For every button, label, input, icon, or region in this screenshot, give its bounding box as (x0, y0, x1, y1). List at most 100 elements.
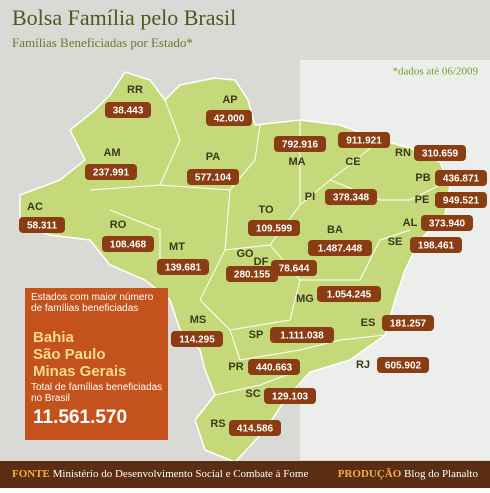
credit: Blog do Planalto (404, 468, 478, 480)
state-abbr: AC (27, 201, 43, 213)
state-abbr: BA (327, 224, 343, 236)
state-value: 373.940 (429, 219, 466, 230)
value-badge (271, 260, 317, 276)
value-badge (105, 102, 151, 118)
state-abbr: PR (228, 361, 243, 373)
state-value: 1.111.038 (280, 331, 324, 342)
state-abbr: RJ (356, 359, 370, 371)
state-value: 109.599 (256, 224, 293, 235)
state-value: 792.916 (282, 140, 319, 151)
footer (0, 461, 490, 488)
top-state: Minas Gerais (33, 363, 126, 380)
value-badge (410, 237, 462, 253)
state-value: 605.902 (385, 361, 422, 372)
value-badge (435, 192, 487, 208)
state-abbr: ES (361, 317, 376, 329)
footer-credit: PRODUÇÃO Blog do Planalto (338, 468, 479, 480)
state-abbr: SE (388, 236, 403, 248)
state-abbr: PA (206, 151, 221, 163)
state-value: 414.586 (237, 424, 274, 435)
state-abbr: PI (305, 191, 315, 203)
value-badge (157, 259, 209, 275)
state-abbr: MS (190, 314, 207, 326)
subtitle: Famílias Beneficiadas por Estado* (12, 35, 193, 50)
source: Ministério do Desenvolvimento Social e C… (53, 468, 309, 480)
state-abbr: PB (415, 172, 430, 184)
total-label: Total de famílias beneficiadas no Brasil (31, 382, 163, 404)
state-abbr: PE (415, 194, 430, 206)
top-state: São Paulo (33, 346, 106, 363)
state-value: 949.521 (443, 196, 480, 207)
state-value: 378.348 (333, 193, 370, 204)
state-abbr: GO (236, 248, 254, 260)
state-value: 78.644 (279, 264, 310, 275)
credit-label: PRODUÇÃO (338, 468, 402, 480)
value-badge (206, 110, 252, 126)
value-badge (229, 420, 281, 436)
state-borders (89, 99, 441, 396)
top-state: Bahia (33, 329, 75, 346)
state-labels: RR 38.443 AP 42.000 AM 237.991 PA 577.104 MA 792.… (19, 84, 487, 436)
state-value: 310.659 (422, 149, 459, 160)
state-abbr: TO (258, 204, 274, 216)
summary-box (25, 288, 168, 440)
state-abbr: MT (169, 241, 185, 253)
value-badge (19, 217, 65, 233)
value-badge (226, 266, 278, 282)
state-value: 198.461 (418, 241, 455, 252)
state-abbr: AM (103, 147, 120, 159)
value-badge (435, 170, 487, 186)
state-value: 181.257 (390, 319, 427, 330)
value-badge (274, 136, 326, 152)
box-heading-wrap: Estados com maior número de famílias ben… (31, 292, 154, 314)
value-badge (382, 315, 434, 331)
state-value: 440.663 (256, 363, 293, 374)
state-abbr: AP (222, 94, 237, 106)
state-abbr: SP (249, 329, 264, 341)
state-abbr: RO (110, 219, 127, 231)
state-abbr: RR (127, 84, 143, 96)
state-abbr: SC (245, 388, 260, 400)
title: Bolsa Família pelo Brasil (12, 5, 236, 30)
value-badge (171, 331, 223, 347)
value-badge (308, 240, 372, 256)
total-label-wrap: Total de famílias beneficiadas no Brasil (31, 382, 163, 404)
value-badge (264, 388, 316, 404)
state-value: 38.443 (113, 106, 144, 117)
footer-text: FONTE Ministério do Desenvolvimento Soci… (12, 468, 308, 480)
state-abbr: CE (345, 156, 360, 168)
value-badge (421, 215, 473, 231)
state-abbr: RS (210, 418, 225, 430)
state-value: 280.155 (234, 270, 271, 281)
state-abbr: DF (254, 256, 269, 268)
state-abbr: MA (288, 156, 305, 168)
total: 11.561.570 (33, 407, 127, 428)
state-value: 58.311 (27, 221, 57, 232)
value-badge (187, 169, 239, 185)
value-badge (317, 286, 381, 302)
box-heading: Estados com maior número de famílias ben… (31, 292, 154, 314)
value-badge (248, 220, 300, 236)
value-badge (338, 132, 390, 148)
state-abbr: MG (296, 293, 314, 305)
state-value: 1.054.245 (327, 290, 372, 301)
value-badge (85, 164, 137, 180)
state-value: 577.104 (195, 173, 232, 184)
value-badge (270, 327, 334, 343)
value-badge (325, 189, 377, 205)
state-value: 114.295 (179, 335, 215, 346)
source-label: FONTE (12, 468, 50, 480)
note: *dados até 06/2009 (392, 66, 478, 78)
state-value: 42.000 (214, 114, 245, 125)
state-value: 129.103 (272, 392, 309, 403)
state-value: 237.991 (93, 168, 130, 179)
state-value: 1.487.448 (318, 244, 363, 255)
state-value: 108.468 (110, 240, 147, 251)
state-value: 911.921 (346, 136, 382, 147)
value-badge (102, 236, 154, 252)
state-abbr: RN (395, 147, 411, 159)
value-badge (248, 359, 300, 375)
state-value: 436.871 (443, 174, 480, 185)
value-badge (414, 145, 466, 161)
